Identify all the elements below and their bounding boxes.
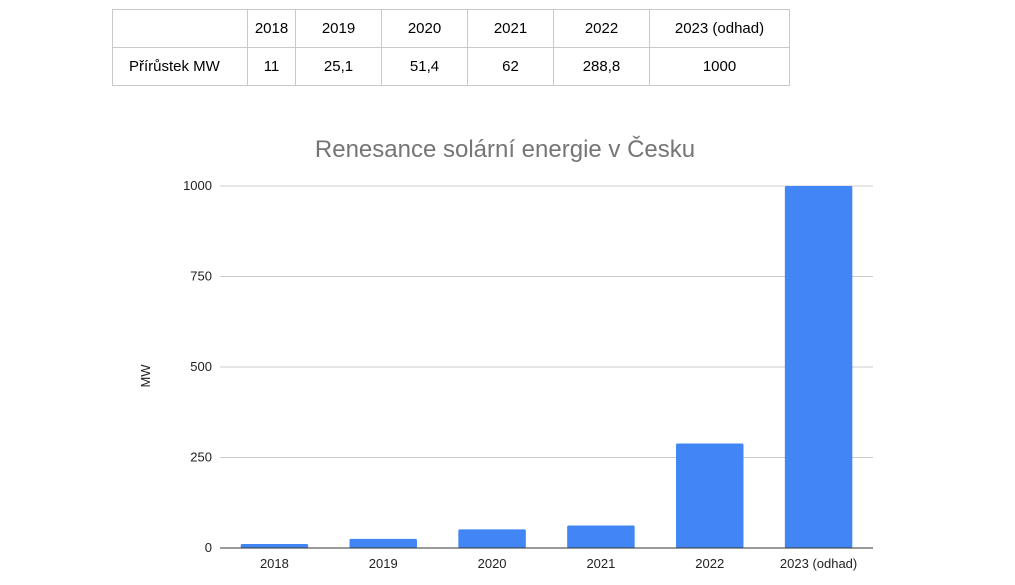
bars [240,186,853,548]
data-table: 2018 2019 2020 2021 2022 2023 (odhad) Př… [112,9,790,86]
x-tick-label: 2019 [369,556,398,571]
chart-title: Renesance solární energie v Česku [315,135,695,163]
y-tick-label: 250 [190,450,212,465]
bar [240,544,309,548]
y-axis-ticks: 0 250 500 750 1000 [183,178,212,555]
x-tick-label: 2020 [478,556,507,571]
x-axis-ticks: 2018 2019 2020 2021 2022 2023 (odhad) [260,556,857,571]
y-axis-title: MW [138,364,153,388]
gridlines [220,185,873,458]
table-row-label: Přírůstek MW [112,47,248,86]
bar [676,443,744,548]
table-header-cell: 2023 (odhad) [649,9,790,48]
table-cell: 25,1 [295,47,382,86]
table-cell: 288,8 [553,47,650,86]
y-tick-label: 0 [205,540,212,555]
table-header-cell: 2020 [381,9,468,48]
x-tick-label: 2022 [695,556,724,571]
x-tick-label: 2021 [586,556,615,571]
y-tick-label: 500 [190,359,212,374]
bar [349,538,417,548]
y-tick-label: 1000 [183,178,212,193]
bar [784,186,853,548]
x-tick-label: 2023 (odhad) [780,556,857,571]
y-tick-label: 750 [190,269,212,284]
bar [567,525,635,548]
table-cell: 1000 [649,47,790,86]
table-cell: 51,4 [381,47,468,86]
x-tick-label: 2018 [260,556,289,571]
table-row: Přírůstek MW 11 25,1 51,4 62 288,8 1000 [112,47,790,86]
bar [458,529,526,548]
